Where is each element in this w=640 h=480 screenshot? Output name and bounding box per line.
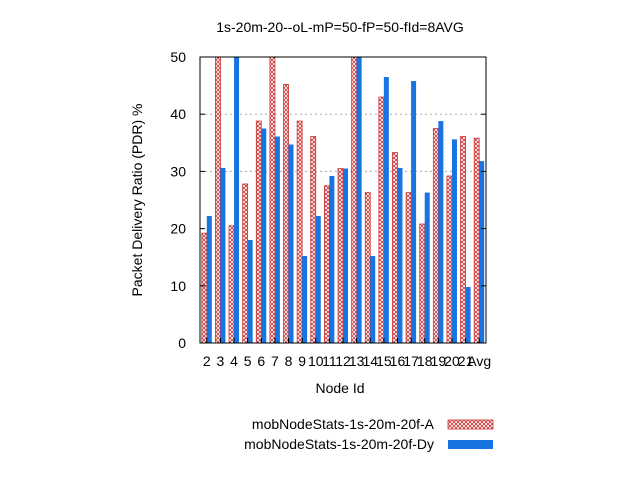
bar-series-dy [356,57,362,343]
bar-series-dy [234,57,240,343]
x-tick-label: Avg [467,353,491,369]
bar-series-dy [247,240,253,343]
bar-series-a [215,56,221,344]
bar-series-dy [315,216,321,343]
x-tick-label: 18 [417,353,433,369]
bar-series-a [419,223,426,344]
bar-series-dy [274,136,280,343]
bar-series-a [269,56,276,344]
bar-series-a [242,183,249,344]
x-tick-label: 10 [308,353,324,369]
bar-series-dy [479,161,485,343]
x-tick-label: 14 [362,353,378,369]
bar-series-a [405,192,412,344]
bar-series-dy [220,167,226,343]
bar-series-a [337,168,344,344]
bar-series-dy [206,216,212,343]
bar-series-dy [261,128,267,343]
x-tick-label: 7 [271,353,279,369]
x-tick-label: 2 [203,353,211,369]
bar-series-a [255,120,262,344]
x-tick-label: 9 [298,353,306,369]
y-tick-label: 20 [170,221,186,237]
bar-series-a [228,225,235,344]
bar-series-dy [302,256,308,343]
bar-series-dy [411,81,417,344]
bar-series-a [446,175,453,344]
y-tick-label: 0 [178,335,186,351]
bar-series-dy [329,175,335,343]
bar-series-a [392,152,398,344]
x-tick-label: 21 [458,353,474,369]
x-axis-label: Node Id [315,380,364,396]
y-tick-label: 10 [170,278,186,294]
bar-series-dy [370,256,376,343]
x-tick-label: 13 [349,353,365,369]
bar-series-a [283,84,289,344]
x-tick-label: 11 [322,353,337,369]
y-tick-label: 40 [170,106,186,122]
bar-series-a [473,137,480,344]
x-tick-label: 20 [444,353,460,369]
y-tick-label: 30 [170,163,186,179]
bar-series-a [460,136,466,344]
x-tick-label: 6 [257,353,265,369]
y-axis-label: Packet Delivery Ratio (PDR) % [129,104,145,297]
legend-swatch-a [447,419,494,430]
x-tick-label: 16 [390,353,406,369]
bar-series-a [310,136,317,344]
legend-label: mobNodeStats-1s-20m-20f-Dy [244,436,434,452]
bar-series-dy [397,167,403,343]
legend-label: mobNodeStats-1s-20m-20f-A [252,416,435,432]
bar-series-dy [424,192,430,343]
x-tick-label: 19 [431,353,447,369]
x-tick-label: 17 [403,353,419,369]
bar-series-a [378,96,385,344]
bar-series-a [351,56,358,344]
chart-title: 1s-20m-20--oL-mP=50-fP=50-fId=8AVG [216,19,464,35]
bar-series-a [364,192,371,344]
bar-series-dy [438,121,444,344]
bar-series-a [323,185,330,344]
bar-series-a [296,120,303,344]
y-tick-label: 50 [170,49,186,65]
x-tick-label: 4 [230,353,238,369]
bar-series-dy [343,168,348,343]
x-tick-label: 12 [335,353,351,369]
x-tick-label: 15 [376,353,392,369]
x-tick-label: 3 [217,353,225,369]
x-tick-label: 5 [244,353,252,369]
legend: mobNodeStats-1s-20m-20f-A mobNodeStats-1s… [244,416,494,452]
bar-series-dy [451,139,457,343]
bars [201,56,485,344]
bar-series-a [432,128,439,344]
x-tick-label: 8 [285,353,293,369]
legend-swatch-dy [448,440,493,449]
bar-series-dy [465,286,471,343]
bar-series-dy [383,77,389,344]
bar-series-a [201,232,208,344]
bar-series-dy [288,144,294,343]
